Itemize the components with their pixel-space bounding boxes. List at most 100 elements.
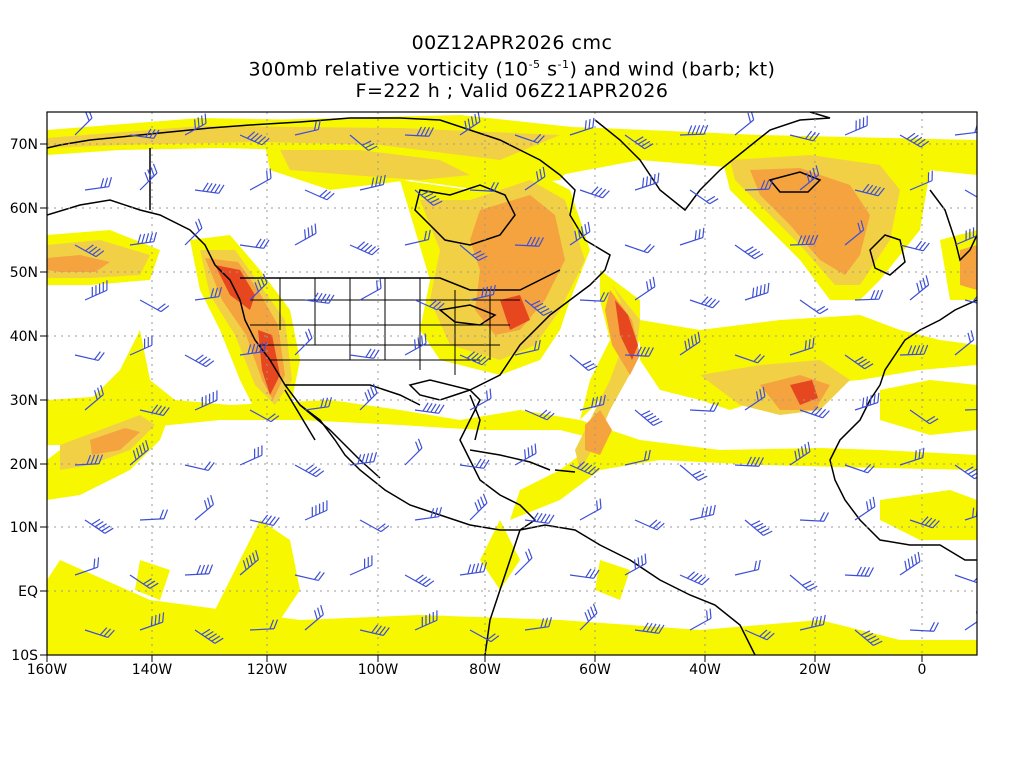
wind-barb	[634, 519, 665, 531]
wind-barb	[734, 353, 765, 364]
wind-barb	[744, 179, 774, 191]
wind-barb	[74, 244, 105, 258]
wind-barb	[239, 445, 263, 466]
wind-barb	[744, 629, 775, 641]
wind-barb	[524, 166, 546, 191]
wind-barb	[624, 449, 651, 466]
wind-barb	[524, 299, 553, 316]
wind-barb	[249, 514, 280, 526]
wind-barb	[899, 132, 930, 148]
wind-barb	[194, 628, 224, 644]
wind-barb	[514, 236, 544, 247]
figure-title-block: 00Z12APR2026 cmc 300mb relative vorticit…	[0, 32, 1024, 102]
wind-barb	[239, 549, 259, 576]
wind-barb	[129, 335, 153, 356]
wind-barb	[414, 299, 445, 311]
wind-barb	[624, 134, 654, 150]
wind-barb	[74, 112, 93, 136]
wind-barb	[524, 409, 555, 421]
wind-barb	[349, 452, 378, 466]
lat-label-20n: 20N	[10, 457, 38, 473]
wind-barb	[799, 299, 829, 315]
wind-barb	[579, 498, 602, 521]
lat-label-10s: 10S	[11, 648, 38, 664]
lat-label-50n: 50N	[10, 265, 38, 281]
wind-barbs	[74, 112, 977, 646]
wind-barb	[899, 551, 921, 576]
wind-barb	[74, 557, 100, 576]
title-line-1: 00Z12APR2026 cmc	[411, 32, 613, 54]
wind-barb	[129, 128, 160, 139]
wind-barb	[459, 351, 490, 366]
lon-label-20w: 20W	[799, 662, 831, 678]
wind-barb	[84, 627, 115, 638]
wind-barb	[469, 388, 492, 411]
wind-barb	[359, 174, 386, 191]
wind-barb	[634, 172, 660, 191]
wind-barb	[359, 383, 378, 411]
wind-barb	[404, 333, 427, 356]
wind-barb	[469, 629, 500, 643]
wind-barb	[679, 124, 709, 136]
wind-barb	[844, 115, 868, 136]
wind-barb	[514, 133, 545, 144]
wind-barb	[679, 464, 708, 481]
lon-label-40w: 40W	[689, 662, 721, 678]
wind-barb	[349, 241, 380, 256]
lon-label-80w: 80W	[469, 662, 501, 678]
wind-barb	[249, 619, 279, 631]
wind-barb	[304, 604, 324, 631]
wind-barb	[349, 134, 378, 151]
wind-barb	[579, 186, 610, 199]
wind-barb	[74, 454, 104, 466]
wind-barb	[689, 189, 719, 205]
lat-label-eq: EQ	[18, 584, 38, 600]
wind-barb	[579, 394, 606, 411]
wind-barb	[854, 629, 883, 646]
wind-barb	[689, 504, 716, 521]
wind-barb	[689, 296, 720, 309]
wind-barb	[404, 574, 435, 588]
lon-label-100w: 100W	[358, 662, 399, 678]
wind-barb	[634, 276, 656, 301]
wind-barb	[569, 461, 600, 476]
wind-barb	[414, 189, 443, 206]
wind-barb	[744, 519, 773, 536]
lon-label-60w: 60W	[579, 662, 611, 678]
wind-barb	[249, 168, 272, 191]
wind-barb	[854, 392, 880, 411]
title-line-3: F=222 h ; Valid 06Z21APR2026	[355, 80, 669, 103]
wind-barb	[129, 232, 158, 246]
wind-barb	[84, 384, 104, 411]
wind-barb	[679, 571, 710, 586]
wind-barb	[294, 328, 313, 356]
wind-barb	[294, 119, 321, 136]
wind-barb	[789, 441, 811, 466]
wind-barb	[184, 461, 215, 471]
wind-barb	[459, 458, 490, 469]
wind-barb	[789, 130, 820, 142]
wind-barb	[459, 244, 488, 261]
wind-barb	[899, 344, 929, 356]
wind-barb	[84, 518, 114, 534]
wind-barb	[689, 608, 712, 631]
wind-barb	[799, 165, 820, 191]
wind-barb	[789, 234, 819, 246]
wind-barb	[954, 122, 977, 136]
wind-barb	[194, 494, 214, 521]
wind-barb	[624, 346, 654, 357]
wind-barb	[634, 622, 665, 634]
wind-barb	[349, 348, 380, 359]
wind-barb	[799, 511, 829, 522]
wind-barb	[514, 443, 537, 466]
lon-label-160w: 160W	[27, 662, 68, 678]
wind-barb	[239, 342, 268, 356]
wind-barb	[359, 519, 390, 533]
wind-barb	[84, 177, 113, 191]
lat-label-40n: 40N	[10, 329, 38, 345]
wind-barb	[954, 225, 977, 246]
wind-barb	[789, 337, 815, 356]
wind-barb	[184, 113, 207, 136]
wind-barb	[194, 287, 223, 301]
